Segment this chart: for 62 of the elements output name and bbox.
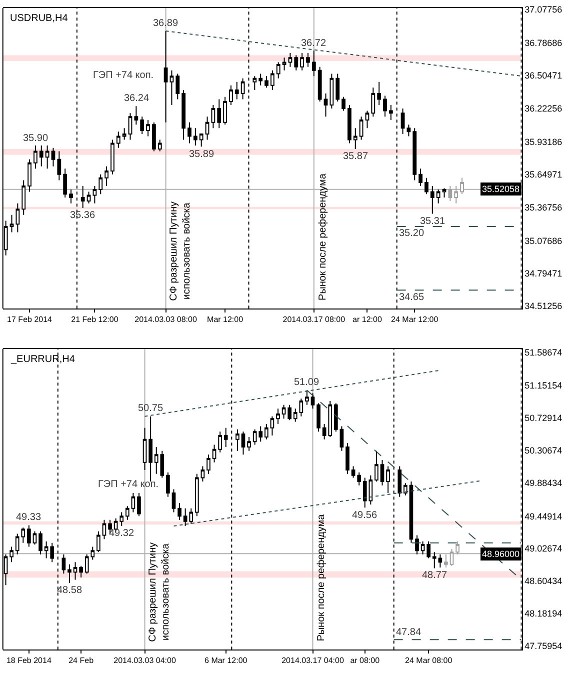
y-tick-label: 35.93186 xyxy=(524,136,562,147)
y-tick-label: 51.15154 xyxy=(524,380,562,391)
annotation: ГЭП +74 коп. xyxy=(98,479,159,490)
y-tick-label: 34.79471 xyxy=(524,268,562,279)
x-tick-label: 2014.03.17 08:00 xyxy=(282,315,346,324)
annotation: 49.32 xyxy=(109,528,134,539)
y-tick-label: 49.44914 xyxy=(524,511,562,522)
x-tick-label: 2014.03.03 04:00 xyxy=(114,656,176,666)
x-tick-label: ar 08:00 xyxy=(350,656,380,666)
y-tick-label: 50.72914 xyxy=(524,413,562,424)
x-tick-label: ar 12:00 xyxy=(352,315,382,324)
x-tick-label: 24 Mar 08:00 xyxy=(405,656,453,666)
annotation: 35.90 xyxy=(23,133,48,144)
y-tick-label: 36.50471 xyxy=(524,70,562,81)
annotation: СФ разрешил Путину использовать войска xyxy=(148,542,172,642)
x-tick-label: 18 Feb 2014 xyxy=(6,656,52,666)
annotation: 47.84 xyxy=(396,627,422,638)
annotation: 35.36 xyxy=(70,210,96,221)
annotation: 48.77 xyxy=(422,570,448,581)
annotation: 36.72 xyxy=(301,38,326,49)
x-tick-label: 24 Feb xyxy=(68,656,94,666)
x-tick-label: Mar 12:00 xyxy=(207,315,244,324)
y-tick-label: 48.60434 xyxy=(524,576,562,586)
annotation: 50.75 xyxy=(138,403,164,414)
y-tick-label: 49.88434 xyxy=(524,478,562,488)
x-tick-label: 6 Mar 12:00 xyxy=(204,656,248,666)
annotation: 36.89 xyxy=(153,18,178,29)
x-tick-label: 21 Feb 12:00 xyxy=(71,315,119,324)
annotation: 51.09 xyxy=(294,377,320,388)
y-tick-label: 36.78686 xyxy=(524,38,562,48)
x-tick-label: 17 Feb 2014 xyxy=(7,315,53,324)
x-tick-label: 2014.03.03 08:00 xyxy=(134,315,198,324)
annotation: 35.31 xyxy=(420,216,446,227)
y-tick-label: 35.64971 xyxy=(524,170,562,180)
annotation: 35.20 xyxy=(399,228,424,239)
y-tick-label: 47.75954 xyxy=(524,640,562,651)
y-tick-label: 36.22256 xyxy=(524,103,562,114)
y-tick-label: 50.30674 xyxy=(524,445,562,456)
text: _EURRUR,H4 xyxy=(10,354,76,365)
text: USDRUB,H4 xyxy=(10,13,68,24)
annotation: СФ разрешил Путину использовать войска xyxy=(168,201,193,301)
annotation: 48.58 xyxy=(57,585,82,596)
annotation: Рынок после референдума xyxy=(317,173,328,301)
annotation: Рынок после референдума xyxy=(316,514,328,642)
x-tick-label: 2014.03.17 04:00 xyxy=(282,656,344,666)
y-tick-label: 35.07686 xyxy=(524,236,562,246)
annotation: 35.87 xyxy=(343,151,368,162)
y-tick-label: 51.58674 xyxy=(524,347,562,358)
annotation: 36.24 xyxy=(124,93,150,104)
x-tick-label: 24 Mar 12:00 xyxy=(391,315,439,324)
annotation: ГЭП +74 коп. xyxy=(93,70,154,81)
y-tick-label: 49.02674 xyxy=(524,544,562,554)
y-tick-label: 37.07756 xyxy=(524,4,562,14)
annotation: 49.56 xyxy=(352,510,378,521)
annotation: 35.89 xyxy=(189,149,214,160)
y-tick-label: 48.18194 xyxy=(524,608,562,619)
annotation: 49.33 xyxy=(16,512,42,523)
ref-line-label: 48.96000 xyxy=(482,549,520,559)
y-tick-label: 34.51256 xyxy=(524,301,562,312)
ref-line-label: 35.52058 xyxy=(482,184,520,194)
annotation: 34.65 xyxy=(399,292,424,303)
y-tick-label: 35.36756 xyxy=(524,202,562,212)
